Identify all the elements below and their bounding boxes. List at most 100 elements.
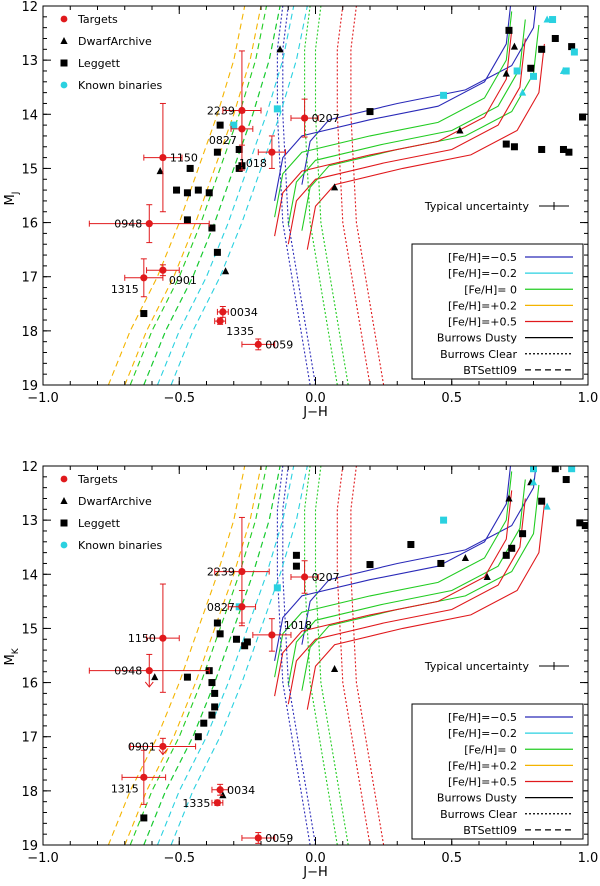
target-point-1335 <box>213 799 221 807</box>
known-binary-tri-1 <box>543 502 551 510</box>
target-1315 <box>124 258 164 298</box>
uncertainty-label: Typical uncertainty <box>424 200 530 213</box>
dwarf-archive-point-5 <box>505 494 513 502</box>
dwarf-archive-point-4 <box>483 572 491 580</box>
line-legend-label-4: [Fe/H]=+0.5 <box>448 316 517 329</box>
leggett-point-22 <box>551 34 559 42</box>
target-point-1150 <box>159 634 167 642</box>
target-label-1150: 1150 <box>128 632 156 645</box>
y-axis-label: MJ <box>3 192 21 206</box>
x-tick-label: 1.0 <box>578 851 599 866</box>
y-tick-label: 12 <box>21 0 38 15</box>
leggett-point-16 <box>510 143 518 151</box>
target-1150 <box>143 102 183 213</box>
leggett-point-25 <box>576 519 584 527</box>
x-tick-label: −1.0 <box>27 851 59 866</box>
leggett-point-20 <box>508 544 516 552</box>
target-0948 <box>88 653 210 688</box>
leggett-point-22 <box>538 497 546 505</box>
leggett-point-13 <box>140 310 148 318</box>
line-legend-label-2: [Fe/H]= 0 <box>464 283 517 296</box>
y-tick-label: 15 <box>21 622 38 637</box>
legend-label-3: Known binaries <box>78 79 162 92</box>
leggett-point-5 <box>200 719 208 727</box>
target-point-0207 <box>301 114 309 122</box>
leggett-point-24 <box>579 113 587 121</box>
panel-top-mj: 2239020708271018115009480901131500341335… <box>3 0 598 420</box>
model-clear-track-1-1 <box>314 466 349 845</box>
leggett-point-1 <box>205 189 213 197</box>
line-legend-label-3: [Fe/H]=+0.2 <box>448 759 517 772</box>
x-axis-label: J−H <box>302 405 328 420</box>
target-label-2239: 2239 <box>207 104 235 117</box>
target-label-1150: 1150 <box>170 152 198 165</box>
dwarf-archive-point-3 <box>461 554 469 562</box>
y-axis-label-main: M <box>3 194 18 205</box>
target-label-1315: 1315 <box>111 782 139 795</box>
uncertainty-label: Typical uncertainty <box>424 660 530 673</box>
x-tick-label: 0.5 <box>441 391 462 406</box>
leggett-point-2 <box>211 689 219 697</box>
line-legend-box <box>411 243 584 380</box>
line-legend-label-1: [Fe/H]=−0.2 <box>448 727 517 740</box>
x-tick-label: 0.5 <box>441 851 462 866</box>
legend-marker-2 <box>60 59 68 67</box>
leggett-point-4 <box>173 186 181 194</box>
legend-label-0: Targets <box>77 473 118 486</box>
leggett-point-7 <box>183 673 191 681</box>
target-upper-limit-arrow-0901 <box>158 749 168 756</box>
legend-marker-3 <box>60 541 68 549</box>
model-dusty-track-2-0 <box>274 30 513 237</box>
target-label-0948: 0948 <box>114 218 142 231</box>
known-binary-point-4 <box>570 48 578 56</box>
leggett-point-20 <box>527 64 535 72</box>
target-point-0059 <box>254 340 262 348</box>
x-tick-label: −0.5 <box>163 391 195 406</box>
target-label-0034: 0034 <box>230 306 258 319</box>
y-tick-label: 17 <box>21 731 38 746</box>
leggett-point-2 <box>194 186 202 194</box>
y-tick-label: 16 <box>21 217 38 232</box>
target-0034 <box>216 305 229 318</box>
leggett-point-14 <box>366 108 374 116</box>
model-clear-track-0-1 <box>282 6 317 385</box>
known-binary-tri-0 <box>543 15 551 23</box>
x-tick-label: 0.0 <box>305 851 326 866</box>
leggett-point-13 <box>292 551 300 559</box>
model-clear-track-0-1 <box>282 466 317 845</box>
target-0827 <box>230 112 254 146</box>
target-label-0948: 0948 <box>114 665 142 678</box>
line-legend-label-6: Burrows Clear <box>440 348 517 361</box>
x-tick-label: −1.0 <box>27 391 59 406</box>
leggett-point-21 <box>538 45 546 53</box>
leggett-point-19 <box>502 551 510 559</box>
target-label-0901: 0901 <box>169 274 197 287</box>
leggett-point-8 <box>213 619 221 627</box>
known-binary-point-4 <box>568 466 576 473</box>
plot-area <box>88 466 588 845</box>
line-legend-label-3: [Fe/H]=+0.2 <box>448 299 517 312</box>
known-binary-tri-1 <box>559 66 568 74</box>
leggett-point-1 <box>208 679 216 687</box>
leggett-point-21 <box>519 530 527 538</box>
model-clear-track-2-0 <box>336 466 371 845</box>
model-dusty-track-2-1 <box>287 38 526 245</box>
target-label-0207: 0207 <box>312 571 340 584</box>
leggett-point-17 <box>407 541 415 549</box>
target-label-0207: 0207 <box>312 112 340 125</box>
y-tick-label: 18 <box>21 325 38 340</box>
target-upper-limit-arrow-0948 <box>144 681 154 688</box>
target-point-0901 <box>159 266 167 274</box>
model-clear-track-0-0 <box>276 466 311 845</box>
target-point-0207 <box>301 573 309 581</box>
target-point-0059 <box>254 834 262 842</box>
leggett-point-9 <box>216 630 224 638</box>
legend-label-1: DwarfArchive <box>78 495 152 508</box>
leggett-point-23 <box>568 43 576 51</box>
target-label-0827: 0827 <box>209 134 237 147</box>
y-tick-label: 14 <box>21 108 38 123</box>
dwarf-archive-point-5 <box>502 69 510 77</box>
dwarf-archive-point-3 <box>221 267 230 275</box>
known-binary-point-7 <box>530 72 537 80</box>
